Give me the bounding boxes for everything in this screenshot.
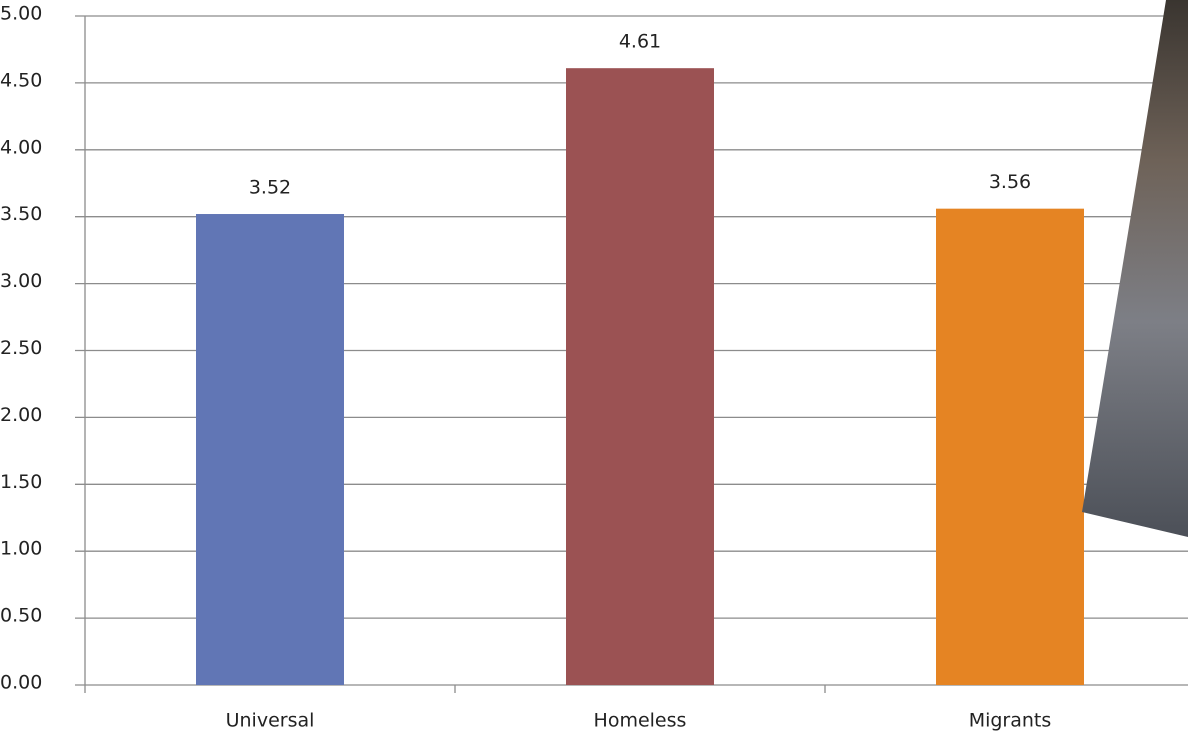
y-tick-label: 4.00 [0, 136, 42, 158]
y-tick-label: 3.50 [0, 203, 42, 225]
x-tick-label: Universal [226, 710, 315, 732]
bar [196, 214, 344, 686]
y-tick-label: 2.00 [0, 404, 42, 426]
x-tick-label: Homeless [594, 710, 687, 732]
data-label: 4.61 [619, 31, 661, 53]
bar [936, 208, 1084, 685]
y-tick-label: 2.50 [0, 337, 42, 359]
x-tick-label: Migrants [969, 710, 1052, 732]
y-tick-label: 4.50 [0, 69, 42, 91]
y-tick-label: 1.00 [0, 538, 42, 560]
data-label: 3.52 [249, 177, 291, 199]
y-tick-label: 0.00 [0, 672, 42, 694]
data-label: 3.56 [989, 171, 1031, 193]
y-tick-label: 0.50 [0, 605, 42, 627]
photo [1082, 0, 1188, 537]
y-tick-label: 5.00 [0, 3, 42, 25]
y-tick-label: 1.50 [0, 471, 42, 493]
y-tick-label: 3.00 [0, 270, 42, 292]
bar [566, 68, 714, 685]
